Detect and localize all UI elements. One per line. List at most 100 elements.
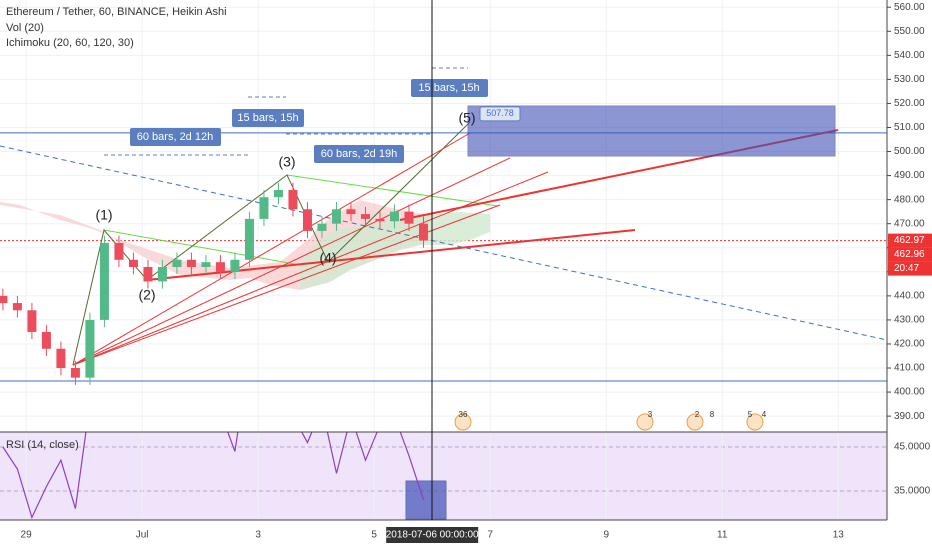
rsi-line [2,432,425,520]
ichimoku-cloud [300,212,490,290]
y-tick-label: 400.00 [894,387,925,398]
candle-body [12,303,22,311]
event-icon [636,413,654,431]
candle-body [114,242,124,260]
wave-line [72,121,471,366]
cursor-label-bg [386,527,479,543]
event-label: 36 [459,410,468,419]
measure-label: 60 bars, 2d 12h [137,131,213,143]
y-tick-label: 470.00 [894,218,925,229]
event-icon [454,413,472,431]
x-tick-label: 13 [833,530,845,541]
wave-label: (1) [95,207,112,223]
candle-body [404,211,414,224]
y-tick-label: 500.00 [894,146,925,157]
y-tick-label: 420.00 [894,339,925,350]
y-tick-label: 390.00 [894,411,925,422]
y-tick-label: 510.00 [894,122,925,133]
measure-boxes [130,79,488,163]
event-label: 2 [695,410,700,419]
trend-line [103,229,301,266]
y-tick-label: 35.0000 [894,486,931,497]
candle-body [259,197,269,219]
measure-label: 15 bars, 15h [237,112,298,124]
y-tick-label: 45.0000 [894,442,931,453]
wave-label: (5) [458,110,475,126]
last-price-label-bg [888,233,932,248]
candle-body [0,295,8,304]
candle-body [317,223,327,231]
candle-body [230,259,240,272]
candle-body [375,218,385,222]
trend-line [286,174,499,207]
indicator-label: Ichimoku (20, 60, 120, 30) [6,37,134,49]
candle-body [302,209,312,231]
candle-body [186,259,196,267]
cursor-label: 2018-07-06 00:00:00 [386,530,479,541]
event-label: 5 [748,410,753,419]
y-tick-label: 560.00 [894,2,925,13]
bid-price-label: 462.96 [894,249,925,260]
candle-body [244,218,254,260]
event-label: 3 [648,410,653,419]
y-tick-label: 530.00 [894,74,925,85]
rsi-zone [405,480,447,520]
candle-body [331,209,341,224]
x-tick-label: Jul [136,530,149,541]
candle-body [27,310,37,332]
candle-body [215,262,225,272]
chart-title: Ethereum / Tether, 60, BINANCE, Heikin A… [6,6,227,18]
x-tick-label: 11 [717,530,728,541]
wave-label: (2) [138,287,155,303]
x-tick-label: 7 [487,530,493,541]
y-tick-label: 440.00 [894,290,925,301]
x-tick-label: 29 [21,530,33,541]
y-tick-label: 490.00 [894,170,925,181]
y-tick-label: 540.00 [894,50,925,61]
last-price-label: 462.97 [894,235,925,246]
candle-body [418,223,428,241]
candle-body [288,190,298,210]
candle-body [85,319,95,378]
candle-body [41,331,51,349]
candle-body [201,262,211,267]
candle-body [360,214,370,219]
candle-body [389,211,399,222]
event-icon [686,413,704,431]
event-label: 8 [710,410,715,419]
trend-line [0,145,888,341]
candle-body [143,266,153,282]
event-label: 4 [762,410,767,419]
y-tick-label: 550.00 [894,26,925,37]
countdown-label-bg [888,261,932,276]
candle-body [172,259,182,267]
y-tick-label: 480.00 [894,194,925,205]
y-tick-label: 430.00 [894,315,925,326]
x-tick-label: 3 [255,530,261,541]
candle-body [157,266,167,282]
x-tick-label: 9 [603,530,609,541]
candle-body [346,209,356,215]
target-label: 507.78 [486,108,514,118]
candle-body [70,368,80,378]
target-zone [467,105,836,157]
bid-price-label-bg [888,247,932,262]
candle-body [273,190,283,198]
event-icon [746,413,764,431]
countdown-label: 20:47 [894,263,919,274]
wave-label: (4) [319,250,336,266]
measure-label: 15 bars, 15h [418,82,479,94]
wave-label: (3) [278,154,295,170]
y-tick-label: 520.00 [894,98,925,109]
candle-body [56,348,66,369]
y-tick-label: 410.00 [894,363,925,374]
candle-body [99,242,109,320]
target-label-bg [479,106,521,122]
rsi-label: RSI (14, close) [6,439,79,451]
measure-label: 60 bars, 2d 19h [321,148,397,160]
measure-lines [104,67,468,156]
x-tick-label: 5 [371,530,377,541]
candle-body [128,259,138,267]
indicator-label: Vol (20) [6,22,44,34]
